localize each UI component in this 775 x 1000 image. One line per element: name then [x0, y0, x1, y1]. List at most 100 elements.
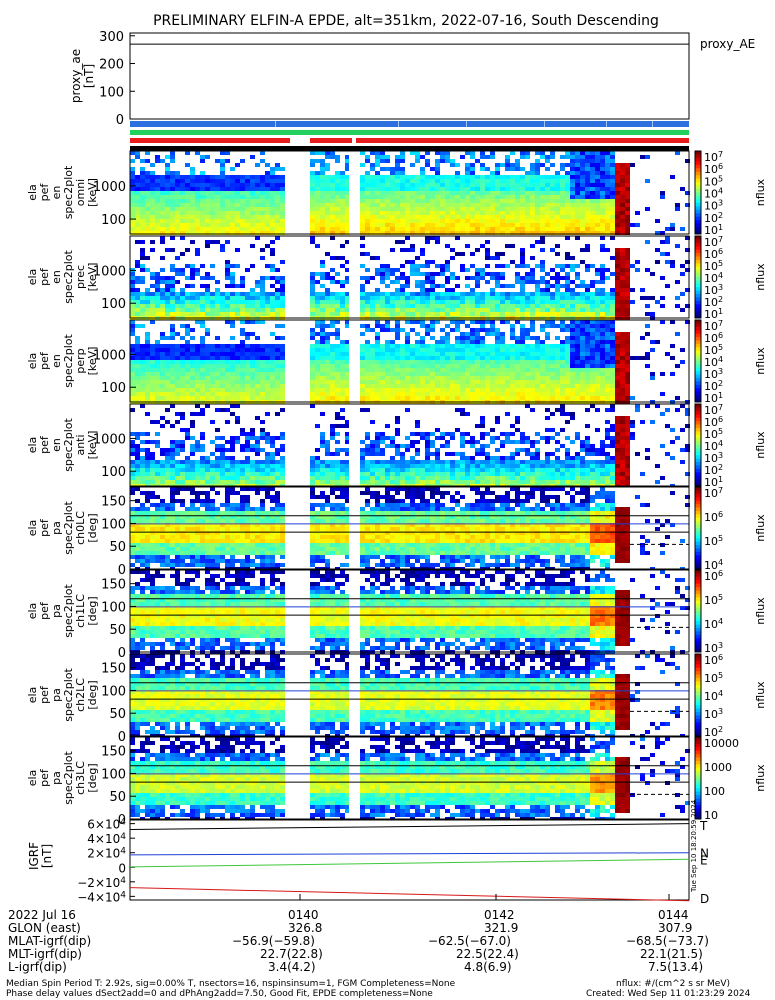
spectrogram-cell [600, 376, 605, 380]
spectrogram-cell [430, 380, 435, 384]
spectrogram-cell [335, 380, 340, 384]
spectrogram-cell [155, 276, 160, 280]
spectrogram-cell [200, 376, 205, 380]
spectrogram-cell [135, 348, 140, 352]
spectrogram-cell [170, 276, 175, 280]
spectrogram-cell [155, 480, 160, 484]
spectrogram-cell [545, 344, 550, 348]
spectrogram-cell [130, 159, 135, 163]
spectrogram-cell [555, 392, 560, 396]
spectrogram-cell [540, 187, 545, 191]
spectrogram-cell [555, 308, 560, 312]
spectrogram-cell [515, 300, 520, 304]
spectrogram-cell [605, 356, 610, 360]
spectrogram-cell [610, 376, 615, 380]
spectrogram-cell [260, 207, 265, 211]
spectrogram-cell [310, 308, 315, 312]
colorbar-segment [695, 256, 701, 261]
spectrogram-cell [175, 368, 180, 372]
spectrogram-cell [635, 223, 640, 227]
spectrogram-cell [440, 159, 445, 163]
colorbar-segment [695, 220, 701, 225]
spectrogram-cell [220, 464, 225, 468]
spectrogram-cell [175, 356, 180, 360]
spectrogram-cell [630, 163, 635, 167]
spectrogram-cell [310, 364, 315, 368]
spectrogram-cell [325, 288, 330, 292]
spectrogram-cell [180, 364, 185, 368]
spectrogram-cell [465, 151, 470, 155]
spectrogram-cell [280, 191, 285, 195]
spectrogram-cell [155, 300, 160, 304]
spectrogram-cell [405, 215, 410, 219]
spectrogram-cell [310, 240, 315, 244]
spectrogram-cell [450, 308, 455, 312]
spectrogram-cell [220, 183, 225, 187]
spectrogram-cell [580, 280, 585, 284]
spectrogram-cell [440, 388, 445, 392]
spectrogram-cell [555, 344, 560, 348]
spectrogram-cell [245, 320, 250, 324]
spectrogram-cell [525, 384, 530, 388]
spectrogram-cell [450, 207, 455, 211]
spectrogram-cell [160, 231, 165, 235]
spectrogram-cell [155, 175, 160, 179]
spectrogram-cell [250, 187, 255, 191]
spectrogram-cell [430, 364, 435, 368]
spectrogram-cell [330, 312, 335, 316]
spectrogram-cell [260, 219, 265, 223]
colorbar-segment [695, 273, 701, 278]
spectrogram-cell [160, 468, 165, 472]
spectrogram-cell [375, 231, 380, 235]
spectrogram-cell [170, 179, 175, 183]
spectrogram-cell [600, 199, 605, 203]
spectrogram-cell [525, 264, 530, 268]
spectrogram-cell [510, 207, 515, 211]
spectrogram-cell [535, 264, 540, 268]
spectrogram-cell [185, 215, 190, 219]
spectrogram-cell [165, 372, 170, 376]
spectrogram-cell [310, 380, 315, 384]
spectrogram-cell [360, 332, 365, 336]
colorbar-tick-label: 104 [704, 271, 723, 285]
spectrogram-cell [580, 227, 585, 231]
spectrogram-cell [495, 211, 500, 215]
spectrogram-cell [580, 231, 585, 235]
spectrogram-cell [680, 348, 685, 352]
spectrogram-cell [320, 187, 325, 191]
spectrogram-cell [370, 304, 375, 308]
spectrogram-cell [255, 308, 260, 312]
spectrogram-cell [205, 288, 210, 292]
spectrogram-cell [280, 288, 285, 292]
spectrogram-cell [540, 236, 545, 240]
spectrogram-cell [220, 227, 225, 231]
spectrogram-cell [625, 332, 630, 336]
spectrogram-cell [165, 171, 170, 175]
spectrogram-cell [325, 364, 330, 368]
spectrogram-cell [470, 328, 475, 332]
spectrogram-cell [400, 191, 405, 195]
spectrogram-cell [475, 191, 480, 195]
spectrogram-cell [505, 344, 510, 348]
spectrogram-cell [225, 227, 230, 231]
spectrogram-cell [220, 348, 225, 352]
spectrogram-cell [220, 248, 225, 252]
spectrogram-cell [145, 360, 150, 364]
spectrogram-cell [205, 352, 210, 356]
spectrogram-cell [600, 348, 605, 352]
spectrogram-cell [420, 171, 425, 175]
spectrogram-cell [550, 187, 555, 191]
spectrogram-cell [570, 352, 575, 356]
spectrogram-cell [625, 348, 630, 352]
spectrogram-cell [450, 195, 455, 199]
spectrogram-cell [240, 380, 245, 384]
spectrogram-cell [365, 276, 370, 280]
spectrogram-cell [600, 248, 605, 252]
colorbar-tick-label: 103 [704, 283, 723, 297]
spectrogram-cell [425, 195, 430, 199]
spectrogram-cell [345, 167, 350, 171]
spectrogram-cell [180, 428, 185, 432]
spectrogram-cell [445, 396, 450, 400]
spectrogram-cell [495, 368, 500, 372]
spectrogram-cell [500, 284, 505, 288]
